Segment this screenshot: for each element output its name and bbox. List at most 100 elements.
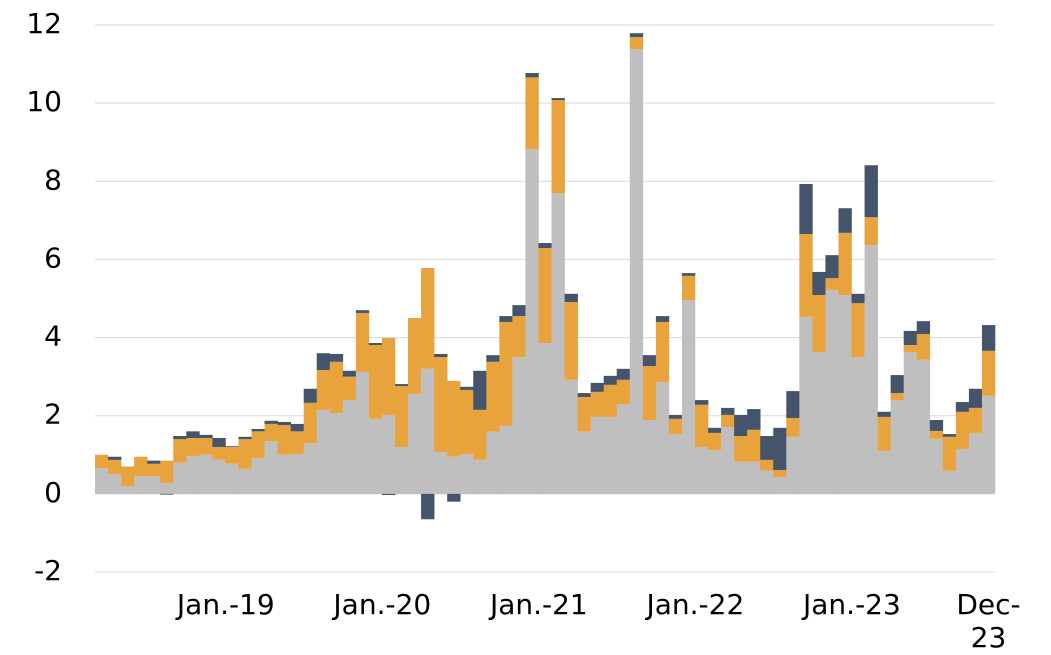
bar-segment	[616, 368, 631, 380]
bar-segment	[890, 393, 904, 401]
bar-segment	[825, 278, 839, 290]
bar-segment	[668, 418, 683, 435]
bar-segment	[929, 420, 944, 431]
bar-segment	[355, 312, 370, 372]
bar-segment	[134, 456, 148, 477]
bar-segment	[316, 370, 331, 410]
bar-segment	[160, 460, 174, 483]
bar-segment	[238, 439, 252, 469]
bar-segment	[564, 293, 578, 303]
bar-segment	[473, 459, 487, 494]
y-tick-label: 8	[44, 163, 62, 196]
bar-segment	[212, 459, 226, 494]
bar-segment	[329, 361, 344, 413]
bar-segment	[342, 400, 357, 494]
y-tick-label: 0	[44, 476, 62, 509]
bar-segment	[799, 234, 813, 317]
bar-segment	[655, 316, 670, 322]
bar-segment	[695, 404, 709, 447]
bar-segment	[447, 493, 461, 502]
bar-segment	[551, 193, 565, 494]
bar-segment	[199, 454, 213, 494]
bar-segment	[838, 294, 852, 494]
bar-segment	[564, 302, 578, 380]
bar-segment	[108, 459, 122, 475]
bar-segment	[903, 352, 918, 494]
bar-segment	[903, 344, 918, 353]
bar-segment	[538, 343, 552, 494]
bar-segment	[225, 463, 239, 494]
bar-segment	[577, 393, 591, 397]
bar-segment	[564, 379, 578, 494]
bar-segment	[303, 443, 318, 494]
bar-segment	[512, 357, 526, 494]
bar-segment	[577, 431, 591, 494]
bar-segment	[290, 423, 304, 432]
bar-segment	[773, 470, 787, 478]
bar-segment	[381, 414, 396, 494]
bar-segment	[368, 343, 383, 345]
bar-segment	[147, 463, 161, 477]
bar-segment	[721, 427, 735, 494]
bar-segment	[460, 389, 474, 455]
bar-segment	[616, 403, 631, 494]
bar-segment	[421, 268, 435, 369]
bar-segment	[251, 431, 265, 458]
bar-segment	[264, 420, 278, 424]
bar-segment	[329, 412, 344, 494]
bar-segment	[955, 411, 970, 449]
bar-segment	[734, 414, 748, 437]
bar-segment	[147, 460, 161, 464]
bar-segment	[342, 376, 357, 401]
bar-segment	[186, 455, 200, 494]
bar-segment	[551, 100, 565, 194]
bar-segment	[877, 411, 891, 417]
bar-segment	[303, 388, 318, 403]
bar-segment	[695, 446, 709, 494]
y-tick-label: 2	[44, 398, 62, 431]
bar-segment	[473, 370, 487, 410]
bar-segment	[160, 493, 174, 495]
bar-segment	[916, 359, 931, 494]
bar-segment	[786, 436, 800, 494]
bar-segment	[760, 470, 774, 494]
bar-segment	[655, 382, 670, 494]
bar-segment	[916, 334, 931, 360]
bar-segment	[499, 316, 513, 322]
bar-segment	[668, 414, 683, 419]
bar-segment	[199, 434, 213, 438]
bar-segment	[968, 407, 983, 433]
bar-segment	[851, 357, 865, 494]
bar-segment	[577, 396, 591, 432]
bar-segment	[864, 165, 878, 218]
bar-segment	[825, 289, 839, 494]
bar-segment	[186, 431, 200, 438]
bar-segment	[708, 432, 722, 451]
bar-segment	[408, 318, 422, 394]
bar-segment	[108, 456, 122, 460]
bar-segment	[277, 454, 291, 494]
bar-segment	[264, 423, 278, 442]
bar-segment	[186, 437, 200, 456]
bar-segment	[890, 400, 904, 494]
bar-segment	[499, 321, 513, 426]
bar-segment	[434, 357, 448, 453]
bar-segment	[225, 446, 239, 447]
bar-segment	[629, 49, 644, 494]
bar-segment	[968, 388, 983, 408]
bar-segment	[381, 337, 396, 415]
bar-segment	[903, 330, 918, 345]
bar-segment	[525, 73, 539, 78]
bar-segment	[277, 425, 291, 455]
bar-segment	[734, 461, 748, 494]
bar-segment	[786, 391, 800, 419]
bar-segment	[538, 243, 552, 249]
bar-segment	[708, 450, 722, 494]
bar-segment	[773, 427, 787, 471]
bar-segment	[395, 384, 409, 387]
bar-segment	[147, 476, 161, 494]
bar-segment	[590, 382, 604, 392]
x-tick-label: Jan.-23	[803, 588, 901, 621]
